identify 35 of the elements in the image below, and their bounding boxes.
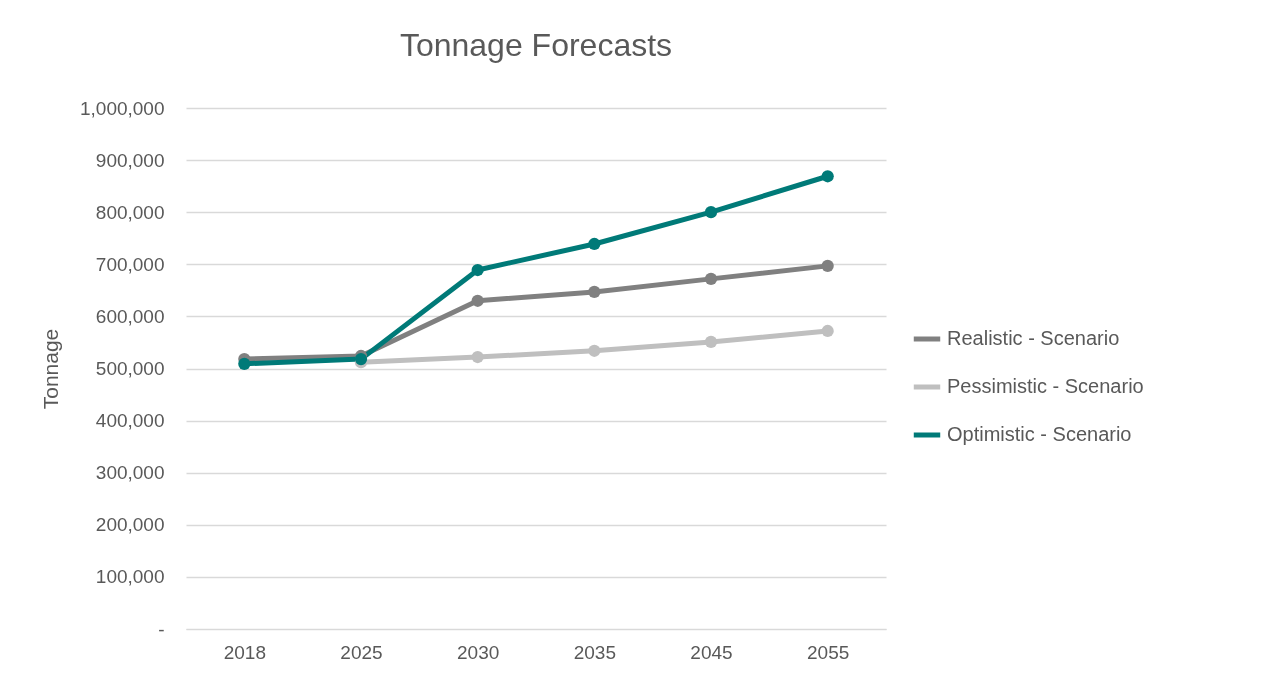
x-tick-label: 2045 [690, 641, 733, 663]
chart-title: Tonnage Forecasts [399, 27, 673, 63]
y-tick-label: 100,000 [95, 566, 165, 588]
legend-label: Optimistic - Scenario [947, 423, 1132, 445]
point [821, 324, 834, 338]
point [238, 357, 251, 370]
y-tick-label: 700,000 [95, 253, 165, 275]
point [471, 263, 484, 277]
point [588, 237, 601, 251]
y-tick-label: 300,000 [95, 462, 165, 484]
y-tick-label: 200,000 [95, 514, 165, 536]
y-tick-label: - [158, 618, 165, 640]
point [471, 294, 484, 307]
point [588, 344, 601, 357]
x-tick-label: 2055 [807, 641, 850, 663]
point [704, 272, 718, 285]
point [704, 335, 718, 349]
y-tick-label: 800,000 [95, 201, 165, 223]
legend-label: Realistic - Scenario [947, 327, 1120, 349]
point [821, 170, 834, 183]
point [471, 350, 484, 364]
point [588, 285, 601, 299]
y-tick-label: 1,000,000 [79, 97, 165, 119]
x-tick-label: 2018 [223, 641, 266, 663]
y-axis-title: Tonnage [38, 328, 62, 410]
x-tick-label: 2025 [340, 641, 383, 663]
y-tick-label: 600,000 [95, 305, 165, 327]
point [821, 259, 834, 272]
y-tick-label: 500,000 [95, 358, 165, 379]
point [704, 206, 718, 219]
y-tick-label: 900,000 [95, 149, 165, 171]
legend-label: Pessimistic - Scenario [947, 375, 1144, 397]
x-tick-label: 2035 [573, 641, 616, 663]
x-tick-label: 2030 [457, 641, 500, 663]
y-tick-label: 400,000 [95, 410, 165, 432]
